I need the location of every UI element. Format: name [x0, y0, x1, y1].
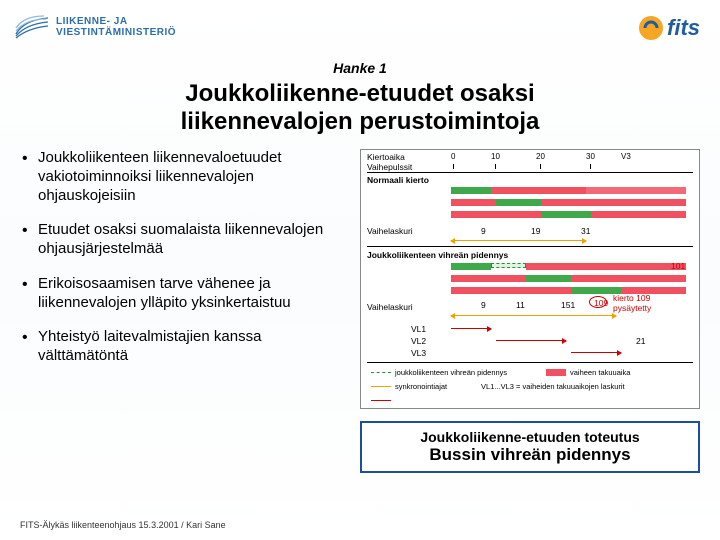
vl-arrow	[496, 340, 566, 341]
sync-arrow	[451, 240, 586, 241]
sync-arrow	[451, 315, 616, 316]
section-vaihelaskuri-2: Vaihelaskuri	[367, 302, 413, 312]
header: LIIKENNE- JA VIESTINTÄMINISTERIÖ fits	[0, 0, 720, 60]
legend-text: vaiheen takuuaika	[570, 368, 630, 377]
fits-logo-text: fits	[667, 15, 700, 41]
ministry-logo-text: LIIKENNE- JA VIESTINTÄMINISTERIÖ	[56, 16, 176, 38]
legend-row: joukkoliikenteen vihreän pidennys	[371, 368, 507, 377]
num: 21	[636, 336, 645, 346]
seg-red	[451, 199, 496, 206]
section-pidennys: Joukkoliikenteen vihreän pidennys	[367, 250, 508, 260]
vl-arrow	[571, 352, 621, 353]
bullet-item: Yhteistyö laitevalmistajien kanssa vältt…	[20, 328, 350, 366]
title-line1: Joukkoliikenne-etuudet osaksi	[185, 80, 534, 107]
slide-title: Joukkoliikenne-etuudet osaksi liikenneva…	[40, 80, 680, 135]
seg-red	[586, 187, 686, 194]
seg-red	[451, 211, 541, 218]
annot-kierto: kierto 109	[613, 293, 650, 303]
seg-red	[541, 199, 686, 206]
axis-tick: V3	[621, 152, 631, 161]
seg-green	[541, 211, 591, 218]
timing-diagram: Kiertoaika Vaihepulssit 0 10 20 30 V3 No…	[360, 149, 700, 409]
section-vaihelaskuri-1: Vaihelaskuri	[367, 226, 413, 236]
seg-green-ext	[491, 263, 526, 268]
num: 101	[671, 261, 685, 271]
vl-label: VL1	[411, 324, 426, 334]
legend-row: VL1...VL3 = vaiheiden takuuaikojen lasku…	[481, 382, 625, 391]
seg-green	[496, 199, 541, 206]
diagram-column: Kiertoaika Vaihepulssit 0 10 20 30 V3 No…	[360, 149, 700, 473]
seg-red	[491, 187, 586, 194]
seg-green	[451, 187, 491, 194]
caption-title: Joukkoliikenne-etuuden toteutus	[370, 429, 690, 445]
num: 31	[581, 226, 590, 236]
footer-text: FITS-Älykäs liikenteenohjaus 15.3.2001 /…	[20, 520, 226, 530]
fits-logo-icon	[637, 14, 665, 42]
legend-text: VL1...VL3 = vaiheiden takuuaikojen lasku…	[481, 382, 625, 391]
legend-row: x	[371, 396, 399, 405]
ministry-logo: LIIKENNE- JA VIESTINTÄMINISTERIÖ	[14, 14, 176, 40]
ministry-logo-icon	[14, 14, 50, 40]
seg-green	[526, 275, 571, 282]
num: 19	[531, 226, 540, 236]
seg-red	[526, 263, 686, 270]
bullet-item: Joukkoliikenteen liikennevaloetuudet vak…	[20, 149, 350, 205]
section-normaali: Normaali kierto	[367, 175, 429, 185]
legend-text: synkronointiajat	[395, 382, 447, 391]
seg-green	[451, 263, 491, 270]
axis-label-kiertoaika: Kiertoaika	[367, 152, 405, 162]
seg-red	[591, 211, 686, 218]
vl-label: VL2	[411, 336, 426, 346]
annot-pys: pysäytetty	[613, 303, 651, 313]
vl-arrow	[451, 328, 491, 329]
hanke-label: Hanke 1	[0, 60, 720, 76]
title-line2: liikennevalojen perustoimintoja	[181, 108, 540, 135]
axis-tick: 20	[536, 152, 545, 161]
num: 11	[516, 300, 525, 310]
num: 9	[481, 226, 486, 236]
seg-red	[451, 287, 571, 294]
bullet-item: Erikoisosaamisen tarve vähenee ja liiken…	[20, 275, 350, 313]
fits-logo: fits	[637, 14, 700, 42]
ministry-line1: LIIKENNE- JA	[56, 16, 176, 27]
axis-tick: 10	[491, 152, 500, 161]
axis-tick: 0	[451, 152, 455, 161]
axis-tick: 30	[586, 152, 595, 161]
legend-row: synkronointiajat	[371, 382, 447, 391]
num: 9	[481, 300, 486, 310]
legend-row: vaiheen takuuaika	[546, 368, 630, 377]
bullet-item: Etuudet osaksi suomalaista liikennevaloj…	[20, 221, 350, 259]
content-area: Joukkoliikenteen liikennevaloetuudet vak…	[0, 149, 720, 473]
legend-text: joukkoliikenteen vihreän pidennys	[395, 368, 507, 377]
caption-box: Joukkoliikenne-etuuden toteutus Bussin v…	[360, 421, 700, 473]
bullet-list: Joukkoliikenteen liikennevaloetuudet vak…	[20, 149, 350, 473]
vl-label: VL3	[411, 348, 426, 358]
seg-red	[571, 275, 686, 282]
caption-sub: Bussin vihreän pidennys	[370, 445, 690, 465]
ministry-line2: VIESTINTÄMINISTERIÖ	[56, 27, 176, 38]
num: 151	[561, 300, 575, 310]
axis-label-vaihepulssit: Vaihepulssit	[367, 162, 412, 172]
seg-red	[451, 275, 526, 282]
